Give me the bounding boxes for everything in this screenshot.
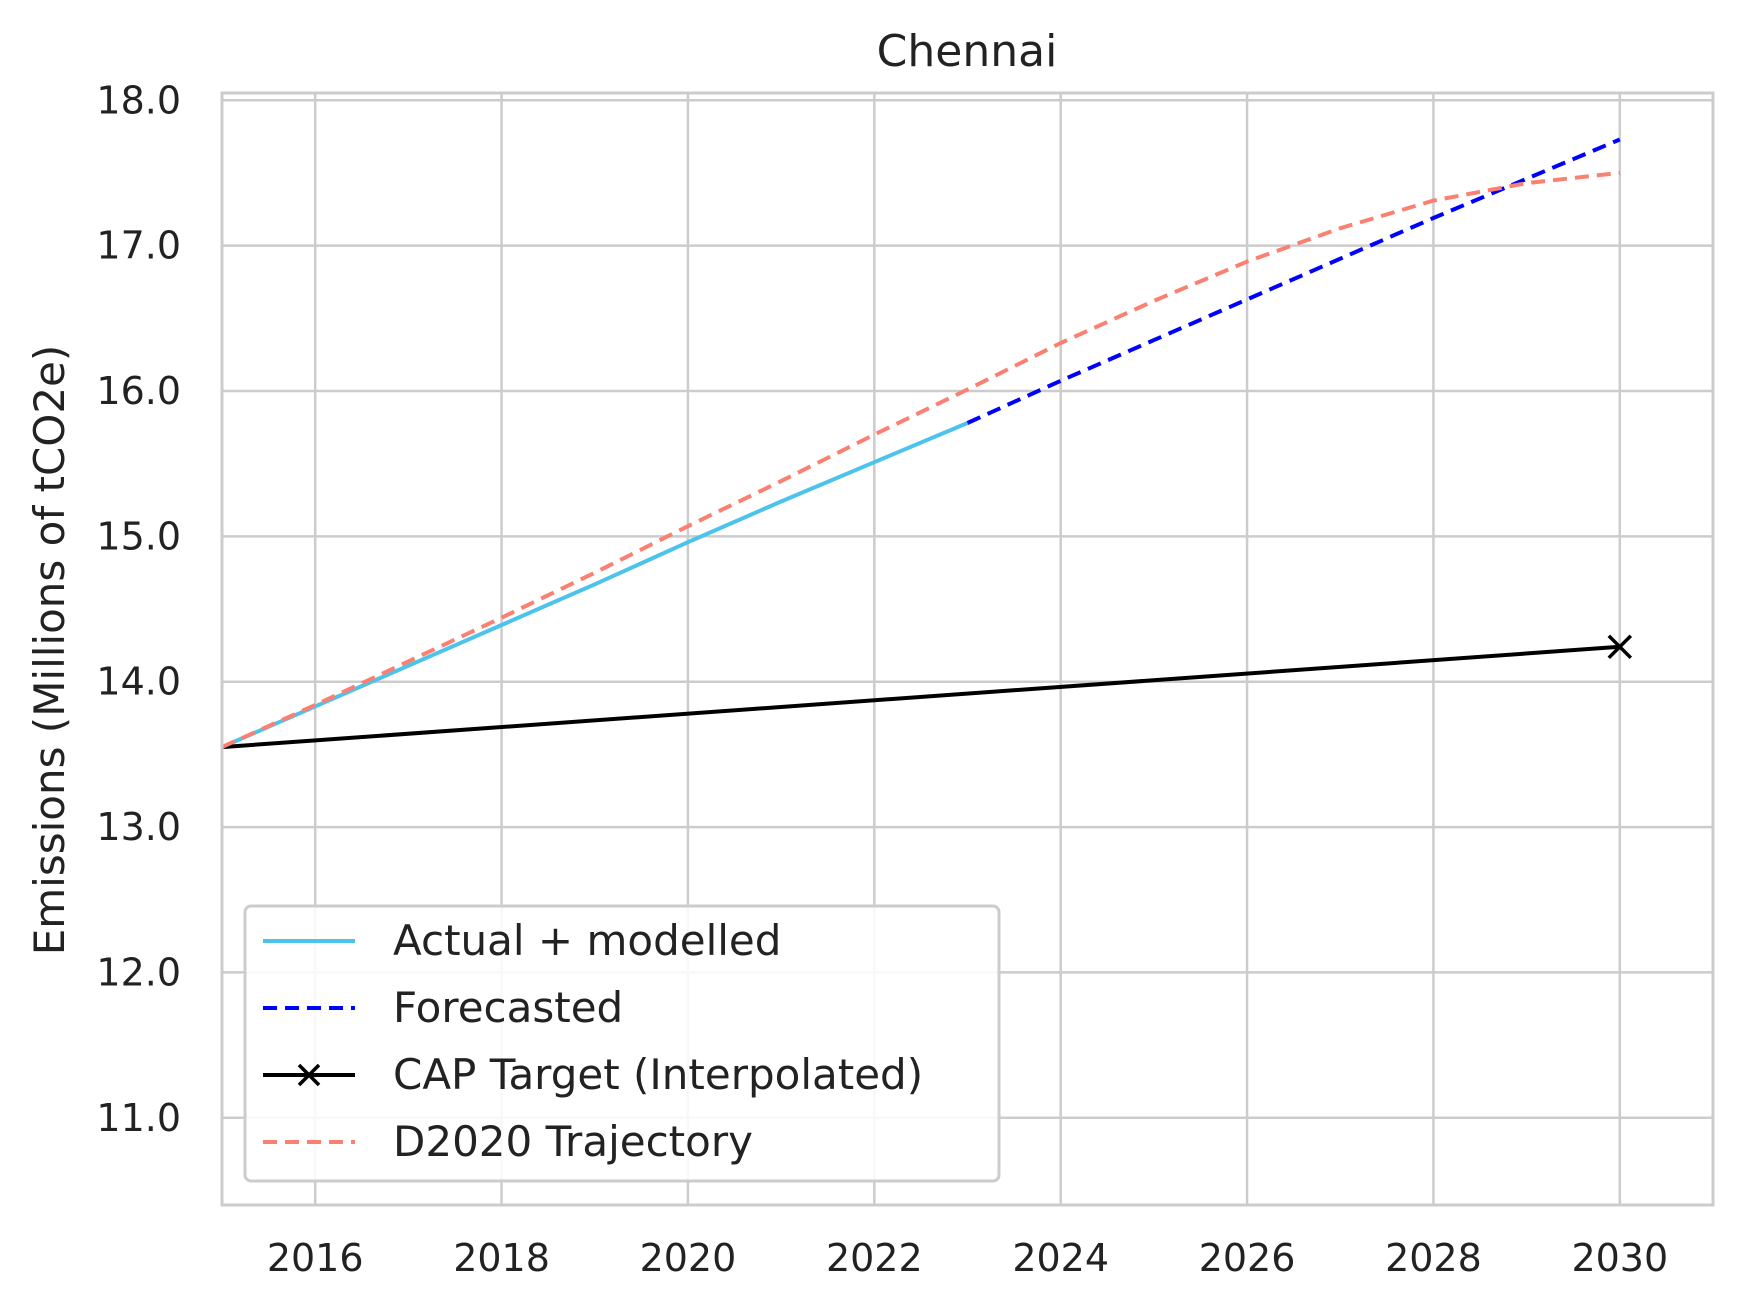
y-tick-label: 14.0 (96, 660, 181, 704)
y-tick-label: 13.0 (96, 805, 181, 849)
legend-marker (297, 1063, 321, 1087)
data-point-marker (1607, 634, 1633, 660)
x-tick-label: 2018 (453, 1236, 550, 1280)
legend-item-cap-target-interpolated: CAP Target (Interpolated) (263, 1050, 923, 1099)
series-line-forecasted (966, 137, 1621, 425)
series-line-cap-target-interpolated (221, 644, 1620, 750)
legend-box (243, 904, 1001, 1183)
marker-stroke (1607, 634, 1633, 660)
legend-label: D2020 Trajectory (393, 1117, 753, 1166)
legend-label: Forecasted (393, 983, 623, 1032)
y-tick-label: 12.0 (96, 950, 181, 994)
legend-item-actual-modelled: Actual + modelled (263, 916, 781, 965)
legend-label: Actual + modelled (393, 916, 781, 965)
y-axis-label: Emissions (Millions of tCO2e) (25, 345, 74, 956)
chart-title: Chennai (877, 26, 1058, 77)
legend: Actual + modelled Forecasted CAP Target (I… (243, 904, 1001, 1183)
series-group (221, 137, 1633, 750)
series-line-actual-modelled (221, 421, 969, 749)
x-tick-label: 2026 (1199, 1236, 1296, 1280)
x-tick-label: 2030 (1571, 1236, 1668, 1280)
x-tick-label: 2022 (826, 1236, 923, 1280)
y-tick-label: 16.0 (96, 369, 181, 413)
y-tick-label: 18.0 (96, 78, 181, 122)
x-tick-label: 2020 (640, 1236, 737, 1280)
legend-item-forecasted: Forecasted (263, 983, 623, 1032)
tick-labels: 2016 2018 2020 2022 2024 2026 2028 2030 11.0 12.0… (96, 78, 1668, 1280)
y-tick-label: 17.0 (96, 224, 181, 268)
x-tick-label: 2016 (267, 1236, 364, 1280)
y-tick-label: 11.0 (96, 1096, 181, 1140)
x-tick-label: 2024 (1012, 1236, 1109, 1280)
x-tick-label: 2028 (1385, 1236, 1482, 1280)
series-line-d2020-trajectory (221, 170, 1621, 749)
y-tick-label: 15.0 (96, 514, 181, 558)
legend-label: CAP Target (Interpolated) (393, 1050, 923, 1099)
plot-frame (220, 91, 1715, 1207)
legend-item-d2020-trajectory: D2020 Trajectory (263, 1117, 753, 1166)
